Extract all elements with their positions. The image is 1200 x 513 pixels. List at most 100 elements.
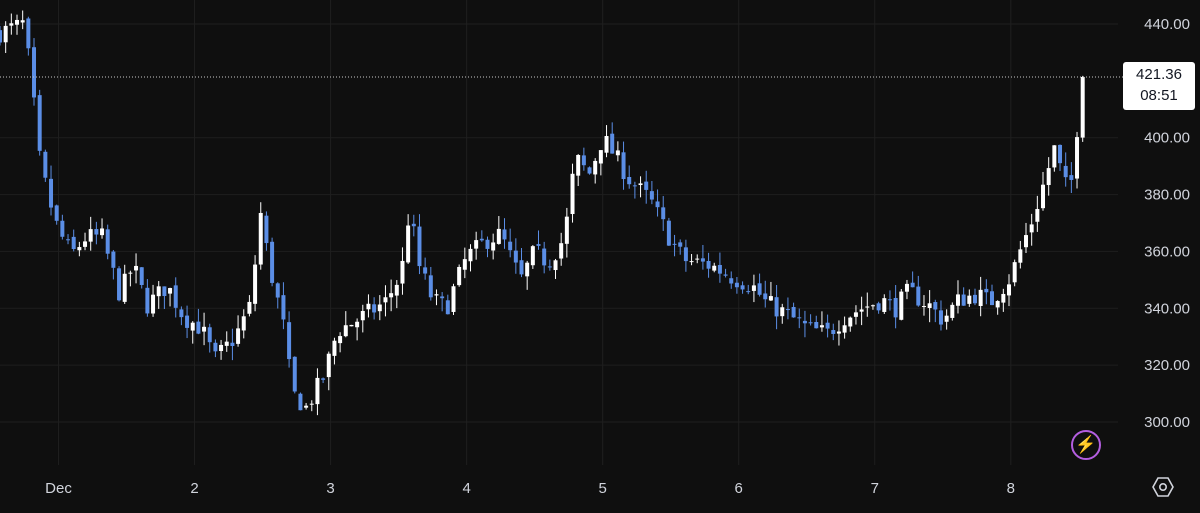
candle-body xyxy=(536,244,541,246)
candle-body xyxy=(893,297,898,318)
price-axis[interactable]: 440.00 400.00 380.00 360.00 340.00 320.00 300.… xyxy=(1144,16,1190,431)
candle-body xyxy=(309,403,314,405)
candle-body xyxy=(434,294,439,296)
y-tick-label: 380.00 xyxy=(1144,187,1190,204)
candle-body xyxy=(819,325,824,328)
candle-body xyxy=(621,152,626,180)
candle-body xyxy=(666,220,671,246)
x-tick-label: 7 xyxy=(871,480,879,497)
candle-body xyxy=(428,275,433,298)
candle-body xyxy=(338,336,343,344)
grid xyxy=(0,0,1118,465)
candle-body xyxy=(927,303,932,308)
candle-body xyxy=(746,291,751,293)
candle-body xyxy=(706,261,711,269)
candle-body xyxy=(417,226,422,267)
candle-body xyxy=(241,316,246,331)
time-axis[interactable]: Dec 2 3 4 5 6 7 8 xyxy=(45,480,1015,497)
settings-icon[interactable] xyxy=(1150,474,1176,500)
candle-body xyxy=(587,167,592,174)
candle-body xyxy=(530,246,535,266)
candle-body xyxy=(955,294,960,306)
candle-body xyxy=(734,282,739,288)
candle-body xyxy=(491,242,496,251)
candle-body xyxy=(224,341,229,346)
candle-body xyxy=(457,266,462,286)
candle-body xyxy=(904,283,909,292)
lightning-icon[interactable]: ⚡ xyxy=(1071,430,1101,460)
y-tick-label: 320.00 xyxy=(1144,357,1190,374)
candle-body xyxy=(60,220,65,237)
candle-body xyxy=(950,304,955,318)
candle-body xyxy=(105,229,110,254)
candle-body xyxy=(972,294,977,304)
candle-body xyxy=(978,289,983,307)
candle-body xyxy=(768,296,773,301)
candle-body xyxy=(0,30,2,43)
candle-body xyxy=(1012,262,1017,283)
candle-body xyxy=(236,328,241,344)
candle-body xyxy=(547,266,552,268)
candle-body xyxy=(831,330,836,334)
candle-body xyxy=(984,288,989,293)
candle-body xyxy=(1052,145,1057,168)
candle-body xyxy=(406,225,411,263)
candle-body xyxy=(632,185,637,187)
candle-body xyxy=(774,297,779,317)
candle-body xyxy=(740,285,745,290)
candle-body xyxy=(230,342,235,346)
candle-body xyxy=(598,150,603,164)
candle-body xyxy=(20,20,25,23)
candle-body xyxy=(366,303,371,310)
candle-body xyxy=(66,239,71,241)
candle-body xyxy=(882,298,887,312)
candle-body xyxy=(678,242,683,247)
candle-body xyxy=(989,291,994,306)
candle-body xyxy=(321,378,326,380)
candle-body xyxy=(411,223,416,227)
candle-body xyxy=(938,310,943,325)
last-price-time: 08:51 xyxy=(1140,87,1178,104)
candle-body xyxy=(689,261,694,263)
candle-body xyxy=(196,321,201,334)
candle-body xyxy=(451,286,456,312)
candle-body xyxy=(270,241,275,283)
candle-body xyxy=(43,151,48,178)
candle-body xyxy=(649,191,654,200)
candle-body xyxy=(961,294,966,306)
candle-body xyxy=(887,299,892,301)
candle-body xyxy=(808,322,813,324)
candle-body xyxy=(479,238,484,241)
candle-body xyxy=(695,258,700,260)
candle-body xyxy=(496,228,501,244)
candle-body xyxy=(100,228,105,236)
candle-body xyxy=(94,229,99,235)
candle-body xyxy=(519,260,524,275)
candle-body xyxy=(185,315,190,328)
candle-body xyxy=(876,303,881,311)
candle-body xyxy=(757,283,762,295)
candle-body xyxy=(1069,175,1074,180)
candle-body xyxy=(287,322,292,360)
candles xyxy=(0,10,1085,416)
x-tick-label: 2 xyxy=(190,480,198,497)
candle-body xyxy=(1007,284,1012,296)
candle-body xyxy=(156,286,161,297)
candle-body xyxy=(576,155,581,176)
candle-body xyxy=(570,173,575,215)
candle-body xyxy=(332,340,337,356)
candle-body xyxy=(944,315,949,322)
candle-body xyxy=(372,304,377,313)
candle-body xyxy=(1024,235,1029,248)
candle-body xyxy=(37,95,42,151)
candle-body xyxy=(553,260,558,271)
candle-body xyxy=(139,267,144,285)
candle-body xyxy=(859,309,864,312)
x-tick-label: 3 xyxy=(326,480,334,497)
candle-body xyxy=(717,264,722,274)
candle-body xyxy=(151,294,156,314)
candle-body xyxy=(910,282,915,288)
candle-body xyxy=(683,247,688,262)
